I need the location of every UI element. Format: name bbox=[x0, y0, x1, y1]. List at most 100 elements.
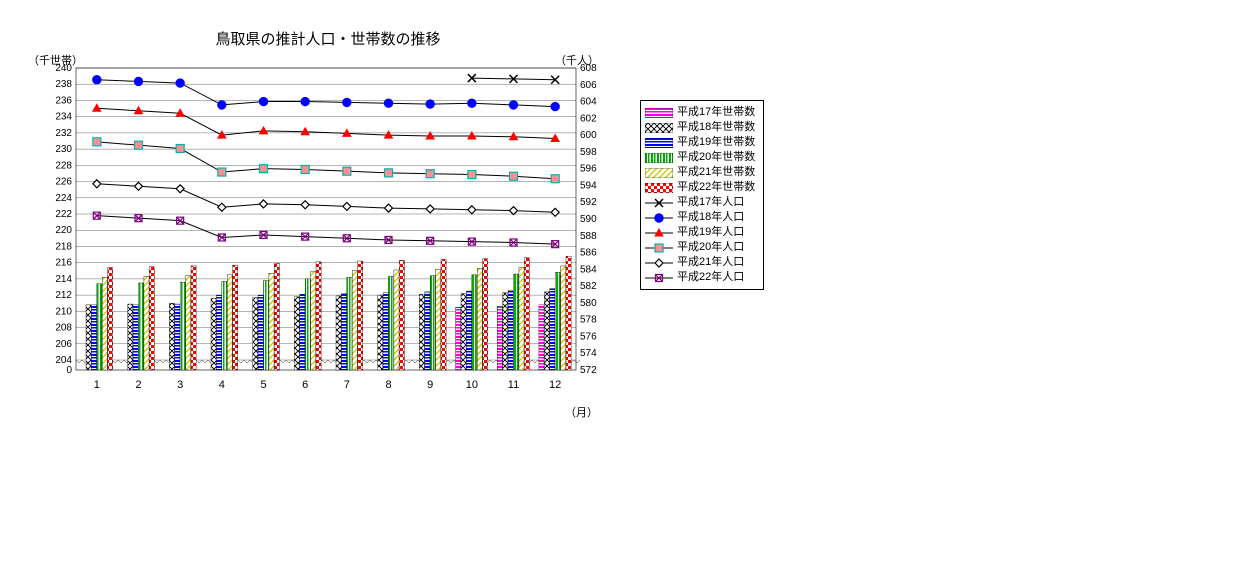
svg-text:222: 222 bbox=[55, 209, 72, 220]
legend-label: 平成21年世帯数 bbox=[677, 165, 755, 180]
bar bbox=[144, 276, 149, 370]
legend-label: 平成21年人口 bbox=[677, 255, 744, 270]
bar bbox=[258, 295, 263, 370]
bar bbox=[399, 260, 404, 370]
legend-label: 平成19年人口 bbox=[677, 225, 744, 240]
marker bbox=[259, 97, 267, 105]
legend-item: 平成17年人口 bbox=[645, 195, 755, 210]
marker bbox=[301, 97, 309, 105]
svg-text:210: 210 bbox=[55, 306, 72, 317]
svg-text:594: 594 bbox=[580, 180, 597, 191]
legend-item: 平成21年世帯数 bbox=[645, 165, 755, 180]
marker bbox=[551, 102, 559, 110]
bar bbox=[233, 265, 238, 370]
svg-text:212: 212 bbox=[55, 290, 72, 301]
bar bbox=[102, 277, 107, 370]
x-tick: 5 bbox=[260, 379, 266, 391]
bar bbox=[503, 293, 508, 370]
legend-item: 平成18年世帯数 bbox=[645, 120, 755, 135]
svg-text:574: 574 bbox=[580, 348, 597, 359]
bar bbox=[352, 271, 357, 370]
svg-text:226: 226 bbox=[55, 177, 72, 188]
legend-label: 平成18年世帯数 bbox=[677, 120, 755, 135]
bar bbox=[253, 298, 258, 370]
marker bbox=[551, 175, 559, 183]
bar bbox=[566, 256, 571, 370]
svg-text:228: 228 bbox=[55, 160, 72, 171]
svg-text:220: 220 bbox=[55, 225, 72, 236]
marker bbox=[176, 145, 184, 153]
legend-label: 平成20年世帯数 bbox=[677, 150, 755, 165]
bar bbox=[461, 293, 466, 370]
x-tick: 1 bbox=[94, 379, 100, 391]
svg-text:240: 240 bbox=[55, 63, 72, 74]
bar bbox=[211, 298, 216, 370]
bar bbox=[383, 293, 388, 370]
bar bbox=[128, 304, 133, 370]
bar bbox=[305, 279, 310, 370]
marker bbox=[176, 79, 184, 87]
svg-text:236: 236 bbox=[55, 95, 72, 106]
svg-text:598: 598 bbox=[580, 147, 597, 158]
bar bbox=[97, 284, 102, 370]
combo-chart: 0204206208210212214216218220222224226228… bbox=[22, 60, 634, 412]
legend-label: 平成17年世帯数 bbox=[677, 105, 755, 120]
bar bbox=[425, 292, 430, 370]
legend-item: 平成22年人口 bbox=[645, 270, 755, 285]
marker bbox=[385, 169, 393, 177]
bar bbox=[269, 273, 274, 370]
legend-label: 平成22年人口 bbox=[677, 270, 744, 285]
svg-text:592: 592 bbox=[580, 197, 597, 208]
legend-item: 平成21年人口 bbox=[645, 255, 755, 270]
bar bbox=[294, 297, 299, 370]
svg-text:582: 582 bbox=[580, 281, 597, 292]
svg-text:604: 604 bbox=[580, 97, 597, 108]
svg-text:584: 584 bbox=[580, 264, 597, 275]
bar bbox=[227, 275, 232, 370]
bar bbox=[544, 292, 549, 370]
bar bbox=[264, 281, 269, 370]
svg-text:606: 606 bbox=[580, 80, 597, 91]
svg-text:578: 578 bbox=[580, 315, 597, 326]
bar bbox=[169, 303, 174, 370]
svg-text:230: 230 bbox=[55, 144, 72, 155]
bar bbox=[316, 262, 321, 370]
marker bbox=[218, 101, 226, 109]
bar bbox=[222, 281, 227, 370]
bar bbox=[430, 276, 435, 370]
svg-text:208: 208 bbox=[55, 323, 72, 334]
bar bbox=[483, 259, 488, 370]
bar bbox=[341, 293, 346, 370]
legend-item: 平成19年人口 bbox=[645, 225, 755, 240]
marker bbox=[343, 98, 351, 106]
bar bbox=[477, 268, 482, 370]
x-tick: 4 bbox=[219, 379, 225, 391]
svg-text:216: 216 bbox=[55, 258, 72, 269]
svg-text:600: 600 bbox=[580, 130, 597, 141]
legend-label: 平成19年世帯数 bbox=[677, 135, 755, 150]
bar bbox=[336, 296, 341, 370]
svg-text:214: 214 bbox=[55, 274, 72, 285]
svg-text:602: 602 bbox=[580, 113, 597, 124]
bar bbox=[539, 305, 544, 370]
svg-text:224: 224 bbox=[55, 193, 72, 204]
svg-text:204: 204 bbox=[55, 355, 72, 366]
bar bbox=[497, 306, 502, 370]
legend-item: 平成18年人口 bbox=[645, 210, 755, 225]
legend-label: 平成18年人口 bbox=[677, 210, 744, 225]
legend-item: 平成17年世帯数 bbox=[645, 105, 755, 120]
bar bbox=[274, 263, 279, 370]
bar bbox=[394, 270, 399, 370]
bar bbox=[311, 272, 316, 370]
marker bbox=[260, 165, 268, 173]
bar bbox=[358, 261, 363, 370]
bar bbox=[86, 305, 91, 370]
x-tick: 6 bbox=[302, 379, 308, 391]
x-tick: 2 bbox=[135, 379, 141, 391]
bar bbox=[524, 258, 529, 370]
marker bbox=[93, 138, 101, 146]
x-tick: 8 bbox=[385, 379, 391, 391]
marker bbox=[343, 167, 351, 175]
bar bbox=[389, 276, 394, 370]
svg-text:588: 588 bbox=[580, 231, 597, 242]
